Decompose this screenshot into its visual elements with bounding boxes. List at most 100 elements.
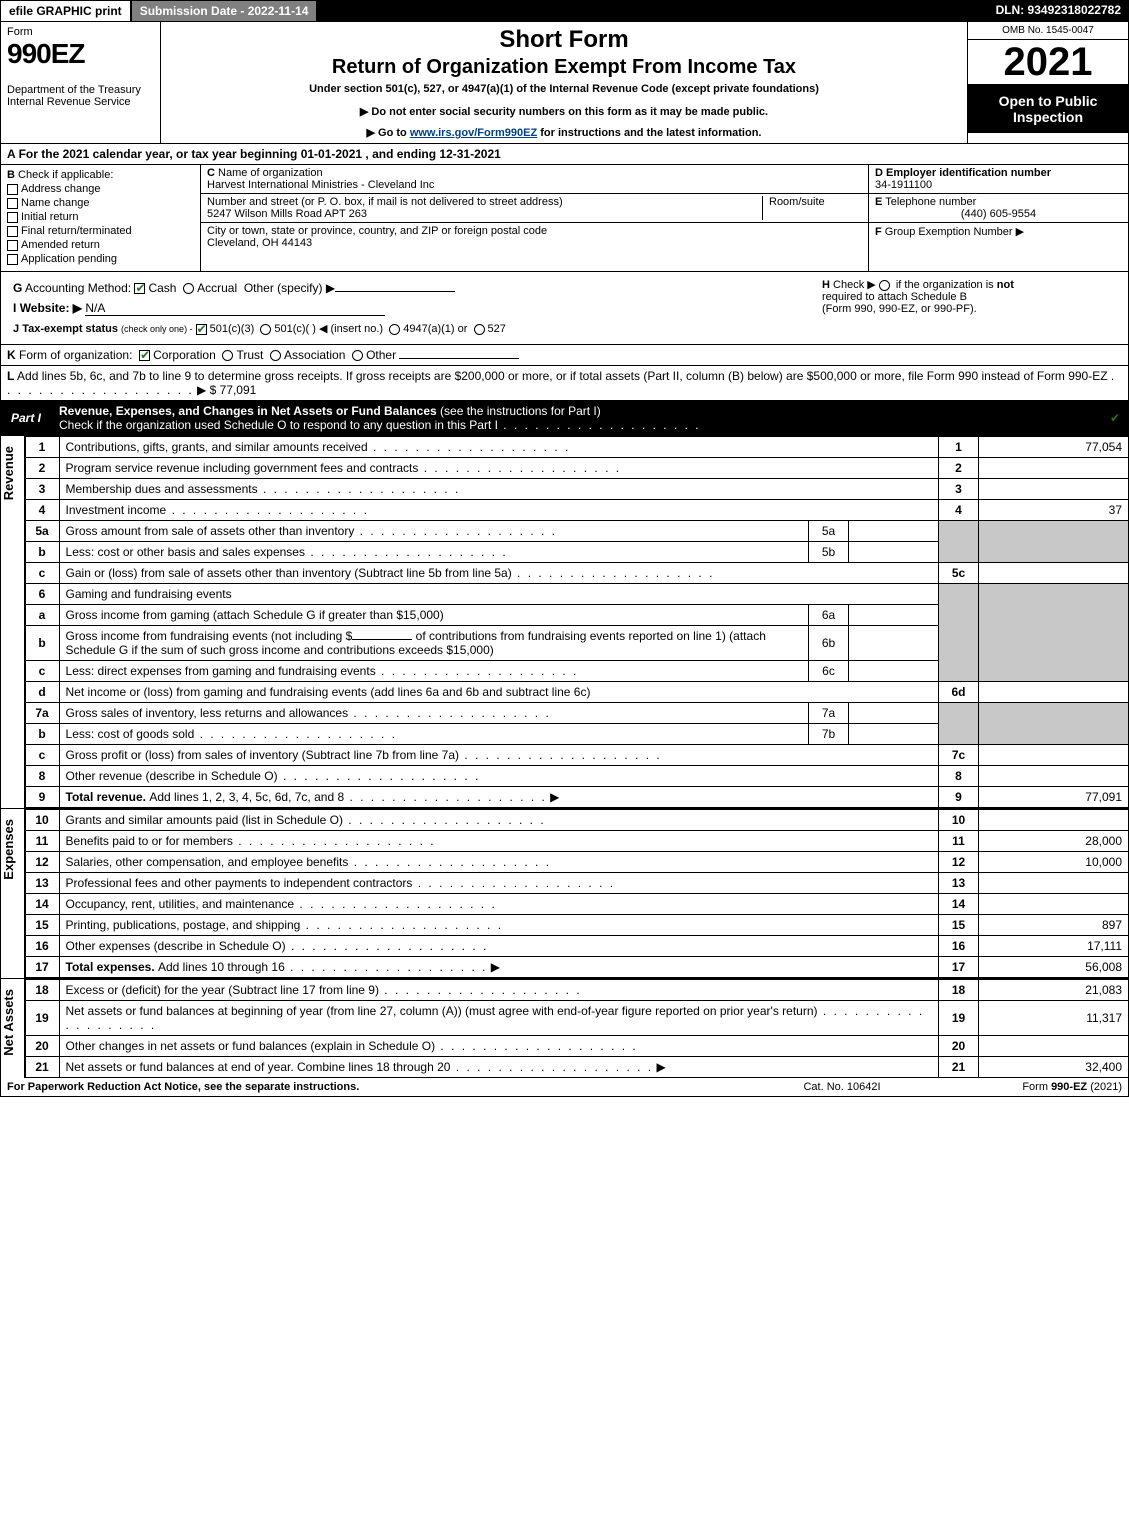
website-value: N/A [85, 301, 385, 316]
room-suite-label: Room/suite [769, 196, 825, 208]
subtitle-3: ▶ Go to www.irs.gov/Form990EZ for instru… [169, 126, 959, 139]
cb-501c3[interactable] [196, 324, 207, 335]
radio-501c[interactable] [260, 324, 271, 335]
cb-final-return[interactable]: Final return/terminated [7, 225, 194, 237]
revenue-table: 1Contributions, gifts, grants, and simil… [25, 436, 1129, 808]
f-label: Group Exemption Number [885, 226, 1013, 238]
line-14: 14Occupancy, rent, utilities, and mainte… [25, 894, 1128, 915]
cb-address-change[interactable]: Address change [7, 183, 194, 195]
g-text: Accounting Method: [25, 281, 131, 295]
line-2: 2Program service revenue including gover… [25, 458, 1128, 479]
line-3: 3Membership dues and assessments3 [25, 479, 1128, 500]
main-title: Return of Organization Exempt From Incom… [169, 56, 959, 79]
i-text: Website: ▶ [20, 301, 82, 315]
label-d: D [875, 167, 883, 179]
label-k: K [7, 348, 16, 362]
row-a: A For the 2021 calendar year, or tax yea… [0, 144, 1129, 165]
form-number: 990EZ [7, 38, 154, 70]
label-h: H [822, 279, 830, 291]
line-13: 13Professional fees and other payments t… [25, 873, 1128, 894]
cb-name-change[interactable]: Name change [7, 197, 194, 209]
subtitle-1: Under section 501(c), 527, or 4947(a)(1)… [169, 83, 959, 95]
label-i: I [13, 301, 16, 315]
line-21: 21Net assets or fund balances at end of … [25, 1057, 1128, 1078]
label-c: C [207, 167, 215, 179]
line-6d: dNet income or (loss) from gaming and fu… [25, 682, 1128, 703]
line-11: 11Benefits paid to or for members1128,00… [25, 831, 1128, 852]
radio-527[interactable] [474, 324, 485, 335]
expenses-section: Expenses 10Grants and similar amounts pa… [0, 808, 1129, 978]
label-l: L [7, 369, 14, 383]
line-15: 15Printing, publications, postage, and s… [25, 915, 1128, 936]
line-17: 17Total expenses. Add lines 10 through 1… [25, 957, 1128, 978]
line-18: 18Excess or (deficit) for the year (Subt… [25, 980, 1128, 1001]
line-16: 16Other expenses (describe in Schedule O… [25, 936, 1128, 957]
top-bar: efile GRAPHIC print Submission Date - 20… [0, 0, 1129, 22]
radio-h[interactable] [879, 280, 890, 291]
org-name: Harvest International Ministries - Cleve… [207, 179, 434, 191]
efile-print[interactable]: efile GRAPHIC print [0, 0, 131, 22]
line-5a: 5aGross amount from sale of assets other… [25, 521, 1128, 542]
line-19: 19Net assets or fund balances at beginni… [25, 1001, 1128, 1036]
subtitle-2: ▶ Do not enter social security numbers o… [169, 105, 959, 118]
h-text3: required to attach Schedule B [822, 291, 967, 303]
h-text4: (Form 990, 990-EZ, or 990-PF). [822, 303, 977, 315]
part-1-header: Part I Revenue, Expenses, and Changes in… [0, 401, 1129, 436]
l-amount: $ 77,091 [210, 383, 257, 397]
line-12: 12Salaries, other compensation, and empl… [25, 852, 1128, 873]
h-not: not [997, 279, 1014, 291]
expenses-side-label: Expenses [1, 809, 16, 890]
street-address: 5247 Wilson Mills Road APT 263 [207, 208, 367, 220]
label-f: F [875, 226, 882, 238]
cb-application-pending[interactable]: Application pending [7, 253, 194, 265]
e-label: Telephone number [885, 196, 976, 208]
cb-initial-return[interactable]: Initial return [7, 211, 194, 223]
other-specify[interactable] [335, 291, 455, 292]
omb-number: OMB No. 1545-0047 [968, 22, 1128, 40]
h-text1: Check ▶ [833, 279, 876, 291]
col-def: D Employer identification number 34-1911… [868, 165, 1128, 271]
b-header: Check if applicable: [18, 169, 113, 181]
radio-trust[interactable] [222, 350, 233, 361]
cb-cash[interactable] [134, 283, 145, 294]
part-1-title: Revenue, Expenses, and Changes in Net As… [59, 404, 437, 418]
j-text: Tax-exempt status [22, 323, 118, 335]
radio-other[interactable] [352, 350, 363, 361]
h-text2: if the organization is [896, 279, 994, 291]
line-9: 9Total revenue. Add lines 1, 2, 3, 4, 5c… [25, 787, 1128, 808]
line-1: 1Contributions, gifts, grants, and simil… [25, 437, 1128, 458]
line-6: 6Gaming and fundraising events [25, 584, 1128, 605]
k-text: Form of organization: [19, 348, 132, 362]
cb-amended-return[interactable]: Amended return [7, 239, 194, 251]
col-c: C Name of organization Harvest Internati… [201, 165, 868, 271]
irs-link[interactable]: www.irs.gov/Form990EZ [410, 127, 537, 139]
dln: DLN: 93492318022782 [988, 0, 1129, 22]
label-b: B [7, 169, 15, 181]
line-7c: cGross profit or (loss) from sales of in… [25, 745, 1128, 766]
header-left: Form 990EZ Department of the Treasury In… [1, 22, 161, 143]
page-footer: For Paperwork Reduction Act Notice, see … [0, 1078, 1129, 1097]
header-right: OMB No. 1545-0047 2021 Open to Public In… [968, 22, 1128, 143]
footer-right: Form 990-EZ (2021) [942, 1081, 1122, 1093]
form-header: Form 990EZ Department of the Treasury In… [0, 22, 1129, 144]
c-name-label: Name of organization [218, 167, 323, 179]
revenue-section: Revenue 1Contributions, gifts, grants, a… [0, 436, 1129, 808]
radio-association[interactable] [270, 350, 281, 361]
cb-corporation[interactable] [139, 350, 150, 361]
row-a-text: For the 2021 calendar year, or tax year … [19, 147, 501, 161]
revenue-side-label: Revenue [1, 436, 16, 510]
cb-schedule-o[interactable] [1109, 413, 1120, 424]
line-7a: 7aGross sales of inventory, less returns… [25, 703, 1128, 724]
radio-4947[interactable] [389, 324, 400, 335]
sub3-pre: ▶ Go to [367, 127, 410, 139]
k-other-input[interactable] [399, 358, 519, 359]
sub3-post: for instructions and the latest informat… [537, 127, 761, 139]
c-city-label: City or town, state or province, country… [207, 225, 547, 237]
radio-accrual[interactable] [183, 283, 194, 294]
department: Department of the Treasury Internal Reve… [7, 84, 154, 108]
short-form-title: Short Form [169, 26, 959, 54]
c-street-label: Number and street (or P. O. box, if mail… [207, 196, 563, 208]
d-label: Employer identification number [886, 167, 1051, 179]
row-l: L Add lines 5b, 6c, and 7b to line 9 to … [0, 366, 1129, 401]
phone: (440) 605-9554 [875, 208, 1122, 220]
